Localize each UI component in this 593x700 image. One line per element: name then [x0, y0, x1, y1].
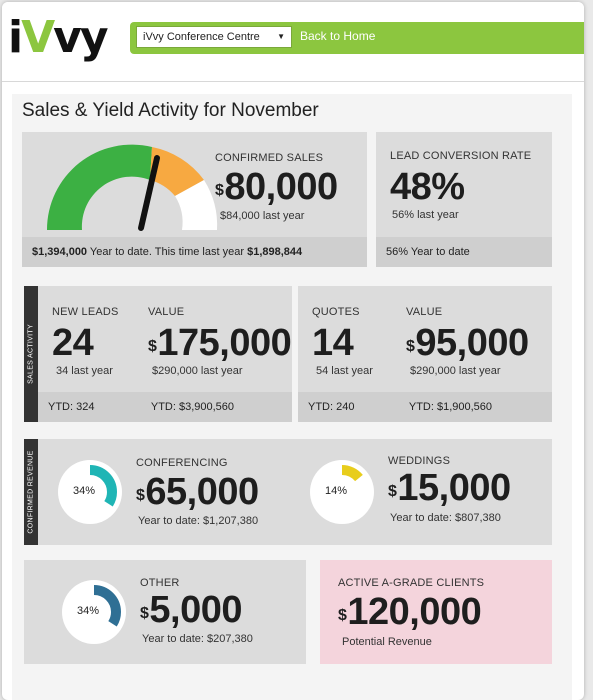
currency-symbol: $ [338, 607, 347, 624]
leads-footer: YTD: 324 YTD: $3,900,560 [38, 392, 292, 422]
confirmed-revenue-card[interactable]: 34% CONFERENCING $65,000 Year to date: $… [38, 439, 552, 545]
sales-gauge [46, 144, 218, 231]
weddings-amount: 15,000 [397, 467, 511, 509]
currency-symbol: $ [140, 605, 149, 622]
gauge-orange-arc [150, 147, 204, 196]
quotes-ytd: YTD: 240 [308, 401, 355, 413]
confirmed-sales-last-year: $84,000 last year [220, 210, 305, 222]
quotes-label: QUOTES [312, 306, 360, 318]
chevron-down-icon: ▼ [277, 32, 285, 41]
lead-conversion-value: 48% [390, 166, 465, 208]
lead-conversion-card[interactable]: LEAD CONVERSION RATE 48% 56% last year 5… [376, 132, 552, 267]
leads-ytd: YTD: 324 [48, 401, 95, 413]
currency-symbol: $ [406, 338, 415, 355]
confirmed-sales-label: CONFIRMED SALES [215, 152, 324, 164]
confirmed-sales-card[interactable]: CONFIRMED SALES $80,000 $84,000 last yea… [22, 132, 367, 267]
app-window: iVvy iVvy Conference Centre ▼ Back to Ho… [2, 2, 584, 700]
last-year-value: $1,898,844 [247, 246, 303, 258]
currency-symbol: $ [136, 487, 145, 504]
page-title: Sales & Yield Activity for November [22, 100, 319, 121]
conferencing-donut-svg [63, 465, 117, 519]
currency-symbol: $ [388, 483, 397, 500]
weddings-donut: 14% [310, 460, 374, 524]
leads-value-number: 175,000 [157, 322, 292, 364]
quotes-value-label: VALUE [406, 306, 443, 318]
ytd-value: $1,394,000 [32, 246, 88, 258]
weddings-ytd: Year to date: $807,380 [390, 512, 501, 524]
leads-value-label: VALUE [148, 306, 185, 318]
other-ytd: Year to date: $207,380 [142, 633, 253, 645]
confirmed-sales-amount: 80,000 [224, 166, 338, 208]
back-to-home-link[interactable]: Back to Home [300, 29, 376, 43]
other-card[interactable]: 34% OTHER $5,000 Year to date: $207,380 [24, 560, 306, 664]
venue-select[interactable]: iVvy Conference Centre ▼ [136, 26, 292, 48]
other-donut-arc [67, 585, 121, 639]
active-clients-label: ACTIVE A-GRADE CLIENTS [338, 577, 485, 589]
quotes-value-number: 95,000 [415, 322, 529, 364]
conferencing-label: CONFERENCING [136, 457, 228, 469]
quotes-last-year: 54 last year [316, 365, 373, 377]
confirmed-sales-value: $80,000 [215, 168, 338, 206]
active-clients-sub: Potential Revenue [342, 636, 432, 648]
other-donut: 34% [62, 580, 126, 644]
weddings-pct: 14% [324, 485, 348, 497]
other-pct: 34% [76, 605, 100, 617]
lead-conversion-footer: 56% Year to date [376, 237, 552, 267]
lead-conversion-last-year: 56% last year [392, 209, 459, 221]
other-label: OTHER [140, 577, 180, 589]
quotes-card[interactable]: QUOTES 14 54 last year VALUE $95,000 $29… [298, 286, 552, 422]
conferencing-donut: 34% [58, 460, 122, 524]
active-clients-amount: 120,000 [347, 591, 482, 633]
active-clients-value: $120,000 [338, 591, 482, 633]
leads-value-last-year: $290,000 last year [152, 365, 243, 377]
currency-symbol: $ [215, 182, 224, 199]
other-value: $5,000 [140, 591, 242, 629]
quotes-value: 14 [312, 322, 354, 364]
confirmed-revenue-tab: CONFIRMED REVENUE [24, 439, 38, 545]
weddings-donut-arc [315, 465, 369, 519]
active-clients-card[interactable]: ACTIVE A-GRADE CLIENTS $120,000 Potentia… [320, 560, 552, 664]
ytd-text: Year to date. This time last year [89, 246, 245, 258]
conferencing-ytd: Year to date: $1,207,380 [138, 515, 259, 527]
confirmed-sales-footer: $1,394,000 Year to date. This time last … [22, 237, 367, 267]
conferencing-amount: 65,000 [145, 471, 259, 513]
conferencing-value: $65,000 [136, 473, 259, 511]
new-leads-last-year: 34 last year [56, 365, 113, 377]
gauge-needle [138, 155, 160, 231]
lead-conversion-ytd: 56% Year to date [386, 246, 470, 258]
leads-value-ytd: YTD: $3,900,560 [150, 401, 235, 413]
weddings-value: $15,000 [388, 469, 511, 507]
top-bar: iVvy iVvy Conference Centre ▼ Back to Ho… [2, 2, 584, 82]
quotes-value-last-year: $290,000 last year [410, 365, 501, 377]
weddings-donut-svg [315, 465, 369, 519]
new-leads-value: 24 [52, 322, 94, 364]
other-amount: 5,000 [149, 589, 242, 631]
sales-activity-tab-label: SALES ACTIVITY [27, 324, 35, 384]
new-leads-label: NEW LEADS [52, 306, 119, 318]
sales-activity-tab: SALES ACTIVITY [24, 286, 38, 422]
quotes-value-amount: $95,000 [406, 324, 529, 362]
ivvy-logo[interactable]: iVvy [8, 12, 109, 63]
leads-value-amount: $175,000 [148, 322, 292, 364]
gauge-green-arc [46, 144, 153, 230]
venue-select-value: iVvy Conference Centre [143, 31, 260, 43]
conferencing-pct: 34% [72, 485, 96, 497]
quotes-value-ytd: YTD: $1,900,560 [408, 401, 493, 413]
leads-card[interactable]: NEW LEADS 24 34 last year VALUE $175,000… [38, 286, 292, 422]
other-donut-svg [67, 585, 121, 639]
confirmed-revenue-tab-label: CONFIRMED REVENUE [27, 450, 35, 534]
header-nav-bar: iVvy Conference Centre ▼ Back to Home [130, 22, 584, 54]
quotes-footer: YTD: 240 YTD: $1,900,560 [298, 392, 552, 422]
currency-symbol: $ [148, 338, 157, 355]
lead-conversion-label: LEAD CONVERSION RATE [390, 150, 532, 162]
weddings-label: WEDDINGS [388, 455, 451, 467]
conferencing-donut-arc [63, 465, 117, 519]
gauge-white-arc [175, 180, 218, 230]
